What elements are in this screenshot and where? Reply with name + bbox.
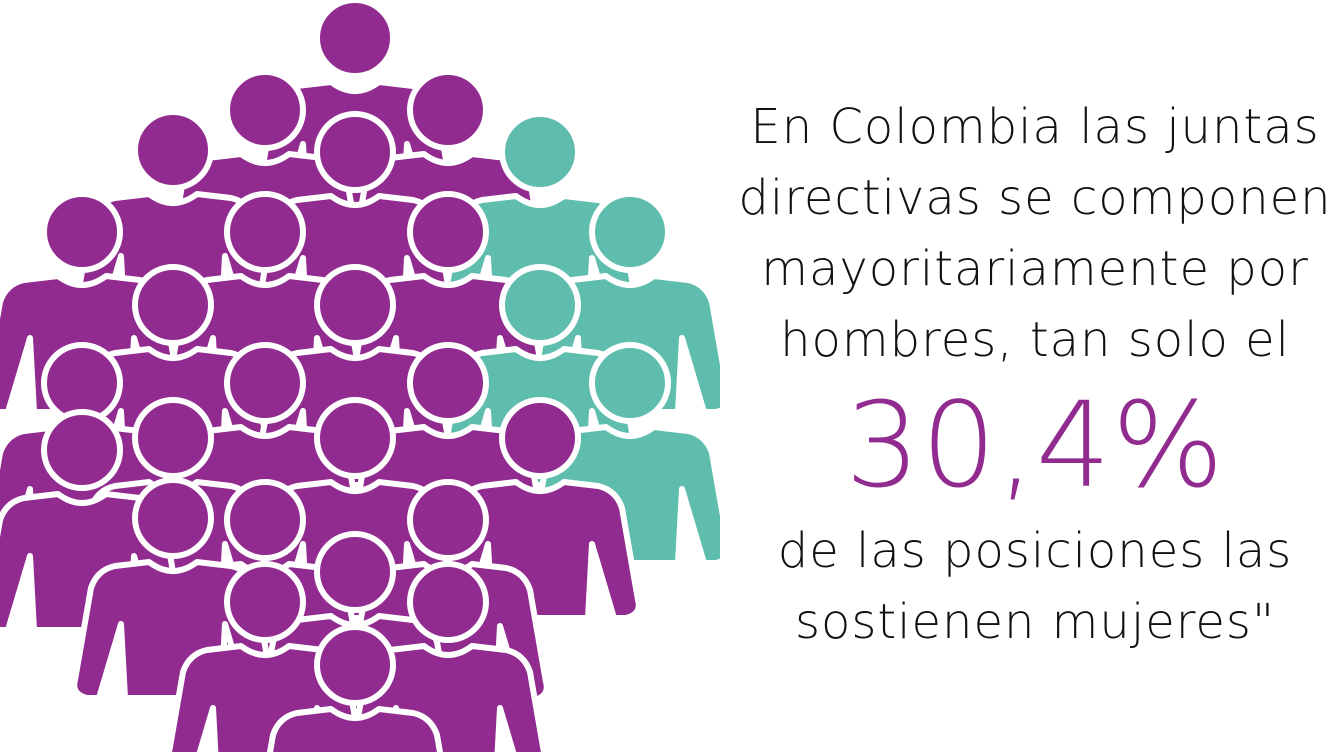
intro-line-1: En Colombia las juntas	[750, 99, 1320, 155]
outro-line-1: de las posiciones las	[777, 523, 1293, 579]
person-head-icon	[407, 69, 489, 151]
person-head-icon	[314, 531, 396, 613]
person-head-icon	[407, 479, 489, 561]
person-head-icon	[499, 111, 581, 193]
man-figure	[266, 624, 444, 752]
person-head-icon	[314, 111, 396, 193]
person-head-icon	[407, 561, 489, 643]
person-head-icon	[407, 342, 489, 424]
person-body-icon	[266, 706, 444, 752]
person-head-icon	[41, 409, 123, 491]
person-head-icon	[589, 191, 671, 273]
intro-line-3: mayoritariamente por	[761, 241, 1309, 297]
person-head-icon	[314, 624, 396, 706]
person-head-icon	[132, 264, 214, 346]
person-head-icon	[314, 264, 396, 346]
person-head-icon	[41, 191, 123, 273]
women-percentage-stat: 30,4%	[845, 376, 1225, 514]
people-crowd-illustration	[0, 0, 720, 752]
person-head-icon	[499, 397, 581, 479]
person-head-icon	[314, 0, 396, 79]
intro-line-4: hombres, tan solo el	[780, 312, 1290, 368]
person-head-icon	[224, 561, 306, 643]
person-head-icon	[132, 477, 214, 559]
statistic-message: En Colombia las juntas directivas se com…	[735, 92, 1335, 658]
woman-figure	[528, 342, 720, 566]
person-head-icon	[589, 342, 671, 424]
person-head-icon	[224, 191, 306, 273]
person-head-icon	[314, 397, 396, 479]
person-head-icon	[224, 69, 306, 151]
person-head-icon	[132, 397, 214, 479]
person-head-icon	[499, 264, 581, 346]
person-head-icon	[224, 479, 306, 561]
person-head-icon	[132, 109, 214, 191]
outro-line-2: sostienen mujeres"	[794, 594, 1276, 650]
people-crowd-icon	[0, 0, 720, 752]
intro-line-2: directivas se componen	[738, 170, 1332, 226]
person-head-icon	[407, 191, 489, 273]
person-head-icon	[224, 342, 306, 424]
